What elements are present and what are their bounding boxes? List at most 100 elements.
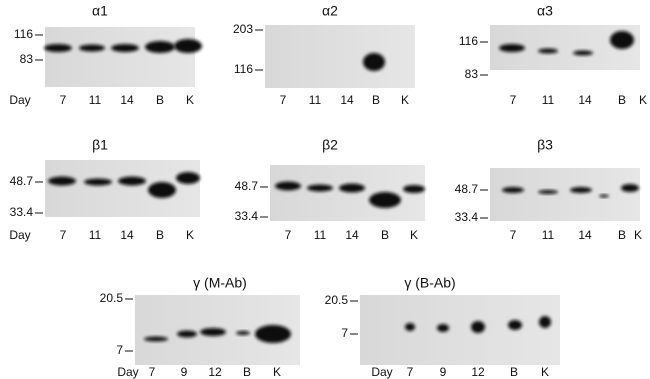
panel-title: γ (B-Ab): [404, 275, 455, 291]
lane-label: K: [410, 228, 418, 242]
protein-band: [539, 316, 551, 328]
protein-band: [573, 50, 593, 56]
blot-membrane: [265, 25, 415, 88]
panel-title: γ (M-Ab): [193, 275, 247, 291]
protein-band: [570, 187, 592, 193]
lane-label: K: [186, 228, 194, 242]
marker-label: 203: [233, 22, 253, 36]
protein-band: [508, 320, 522, 330]
blot-membrane: [270, 165, 425, 221]
lane-label: B: [156, 93, 164, 107]
blot-membrane: [360, 295, 560, 365]
protein-band: [200, 328, 226, 336]
protein-band: [363, 53, 385, 71]
lane-label: B: [243, 365, 251, 379]
lane-label: 7: [60, 228, 67, 242]
blot-panel: α1 116 83 Day 7 11 14 B K: [9, 3, 202, 107]
lane-label: 14: [120, 93, 134, 107]
marker-label: 48.7: [235, 179, 259, 193]
lane-label: 14: [345, 228, 359, 242]
lane-label: 11: [314, 228, 327, 242]
lane-label: 11: [542, 228, 555, 242]
protein-band: [339, 183, 365, 193]
protein-band: [621, 184, 639, 192]
protein-band: [499, 44, 525, 52]
marker-label: 33.4: [235, 209, 259, 223]
panel-title: α2: [322, 3, 338, 19]
lane-label: 7: [149, 365, 156, 379]
blot-panel: β1 48.7 33.4 Day 7 11 14 B K: [9, 137, 200, 242]
marker-label: 7: [341, 326, 348, 340]
marker-label: 20.5: [325, 293, 349, 307]
marker-label: 83: [465, 67, 479, 81]
protein-band: [599, 194, 609, 198]
lane-label: 14: [578, 228, 592, 242]
protein-band: [405, 323, 415, 331]
lane-label: K: [639, 93, 647, 107]
protein-band: [255, 325, 291, 343]
blot-membrane: [490, 168, 640, 221]
blot-panel: β2 48.7 33.4 7 11 14 B K: [235, 137, 425, 242]
blot-membrane: [45, 27, 195, 87]
lane-label: 14: [578, 93, 592, 107]
lane-label: K: [541, 365, 549, 379]
marker-label: 7: [116, 343, 123, 357]
protein-band: [84, 178, 112, 186]
protein-band: [48, 176, 76, 186]
protein-band: [236, 331, 250, 335]
lane-label: 14: [340, 93, 354, 107]
blot-panel: β3 48.7 33.4 7 11 14 B K: [455, 137, 642, 242]
lane-label: K: [634, 228, 642, 242]
lane-label: 7: [280, 93, 287, 107]
lane-label: B: [156, 228, 164, 242]
lane-label: B: [372, 93, 380, 107]
protein-band: [403, 185, 425, 193]
panel-title: α3: [537, 3, 553, 19]
protein-band: [111, 44, 139, 52]
lane-label: B: [618, 93, 626, 107]
blot-panel: α2 203 116 7 11 14 B K: [233, 3, 415, 107]
lane-label: 11: [89, 93, 102, 107]
protein-band: [610, 31, 634, 49]
marker-label: 83: [20, 52, 34, 66]
lane-label: 12: [208, 365, 222, 379]
panel-title: β1: [92, 137, 108, 153]
protein-band: [174, 39, 202, 53]
protein-band: [275, 181, 301, 191]
protein-band: [177, 330, 197, 338]
panel-title: α1: [92, 3, 108, 19]
blot-panel: γ (B-Ab) 20.5 7 Day 7 9 12 B K: [325, 275, 560, 379]
marker-label: 48.7: [455, 182, 479, 196]
marker-label: 116: [234, 62, 253, 76]
protein-band: [437, 324, 449, 332]
lane-label: 12: [471, 365, 485, 379]
lane-label: B: [381, 228, 389, 242]
protein-band: [307, 184, 333, 192]
lane-label: 7: [510, 228, 517, 242]
protein-band: [369, 192, 401, 208]
panel-title: β3: [537, 137, 553, 153]
protein-band: [118, 176, 146, 186]
protein-band: [148, 182, 176, 198]
lane-label: 7: [60, 93, 67, 107]
lane-axis-label: Day: [9, 228, 30, 242]
protein-band: [538, 48, 558, 54]
lane-label: B: [618, 228, 626, 242]
lane-label: 14: [120, 228, 134, 242]
protein-band: [176, 172, 200, 184]
lane-label: 11: [542, 93, 555, 107]
blot-panel: α3 116 83 7 11 14 B K: [459, 3, 647, 107]
lane-label: 7: [407, 365, 414, 379]
protein-band: [145, 41, 175, 53]
marker-label: 48.7: [10, 174, 34, 188]
lane-label: 9: [181, 365, 188, 379]
lane-axis-label: Day: [9, 93, 30, 107]
lane-label: B: [510, 365, 518, 379]
marker-label: 116: [14, 27, 33, 41]
lane-label: 7: [285, 228, 292, 242]
lane-label: 7: [510, 93, 517, 107]
lane-label: 9: [440, 365, 447, 379]
lane-axis-label: Day: [117, 365, 138, 379]
lane-label: K: [273, 365, 281, 379]
